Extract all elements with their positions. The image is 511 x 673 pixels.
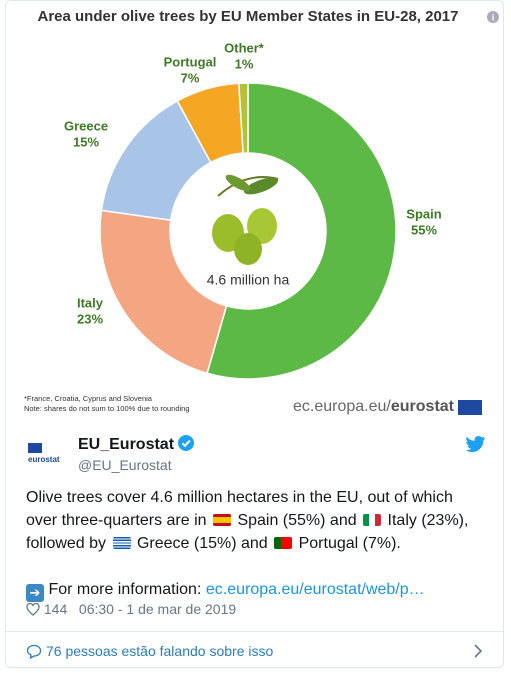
tweet-header: eurostat EU_Eurostat @EU_Eurostat bbox=[26, 433, 486, 477]
slice-label: Other* bbox=[224, 40, 265, 55]
tweet-text: Olive trees cover 4.6 million hectares i… bbox=[26, 489, 469, 602]
more-info: For more information: bbox=[48, 581, 202, 598]
reply-icon bbox=[26, 644, 42, 659]
flag-greece bbox=[112, 537, 131, 549]
chevron bbox=[474, 644, 483, 658]
source: ec.europa.eu/eurostat bbox=[293, 398, 455, 415]
slice-value: 7% bbox=[181, 70, 200, 85]
conversation-footer[interactable]: 76 pessoas estão falando sobre isso bbox=[6, 631, 503, 667]
slice-label: Portugal bbox=[164, 54, 217, 69]
svg-text:i: i bbox=[492, 12, 495, 22]
tweet-card: Area under olive trees by EU Member Stat… bbox=[5, 0, 504, 668]
twitter-logo[interactable] bbox=[466, 435, 486, 453]
timestamp[interactable]: 06:30 - 1 de mar de 2019 bbox=[78, 601, 237, 617]
like-icon[interactable] bbox=[26, 602, 40, 616]
footnote: Note: shares do not sum to 100% due to r… bbox=[24, 404, 190, 413]
avatar[interactable]: eurostat bbox=[26, 441, 66, 471]
verified-badge bbox=[178, 435, 195, 451]
center-label: 4.6 million ha bbox=[207, 272, 290, 288]
user-handle[interactable]: @EU_Eurostat bbox=[78, 457, 172, 473]
slice-label: Greece bbox=[64, 118, 108, 133]
chart: Area under olive trees by EU Member Stat… bbox=[24, 8, 499, 415]
slice-label: Italy bbox=[77, 295, 104, 310]
flag-spain bbox=[212, 514, 231, 526]
slice-label: Spain bbox=[406, 206, 441, 221]
slice-value: 15% bbox=[73, 134, 99, 149]
arrow-icon: ➔ bbox=[26, 584, 44, 602]
avatar-text: eurostat bbox=[28, 455, 60, 464]
flag-italy bbox=[363, 514, 382, 526]
eu-flag bbox=[458, 400, 482, 415]
tweet-meta: 144 06:30 - 1 de mar de 2019 bbox=[26, 601, 236, 617]
footnote: *France, Croatia, Cyprus and Slovenia bbox=[24, 394, 153, 403]
like-count: 144 bbox=[43, 601, 68, 617]
chart-title: Area under olive trees by EU Member Stat… bbox=[37, 8, 458, 25]
slice-value: 1% bbox=[235, 56, 254, 71]
olive-illustration bbox=[212, 174, 279, 265]
flag-portugal bbox=[274, 537, 293, 549]
slice-value: 55% bbox=[411, 222, 437, 237]
info-icon[interactable] bbox=[487, 11, 499, 23]
user-name[interactable]: EU_Eurostat bbox=[78, 435, 195, 454]
footer-text: 76 pessoas estão falando sobre isso bbox=[46, 643, 274, 659]
slice-value: 23% bbox=[77, 311, 103, 326]
link[interactable]: ec.europa.eu/eurostat/web/p… bbox=[205, 581, 425, 598]
